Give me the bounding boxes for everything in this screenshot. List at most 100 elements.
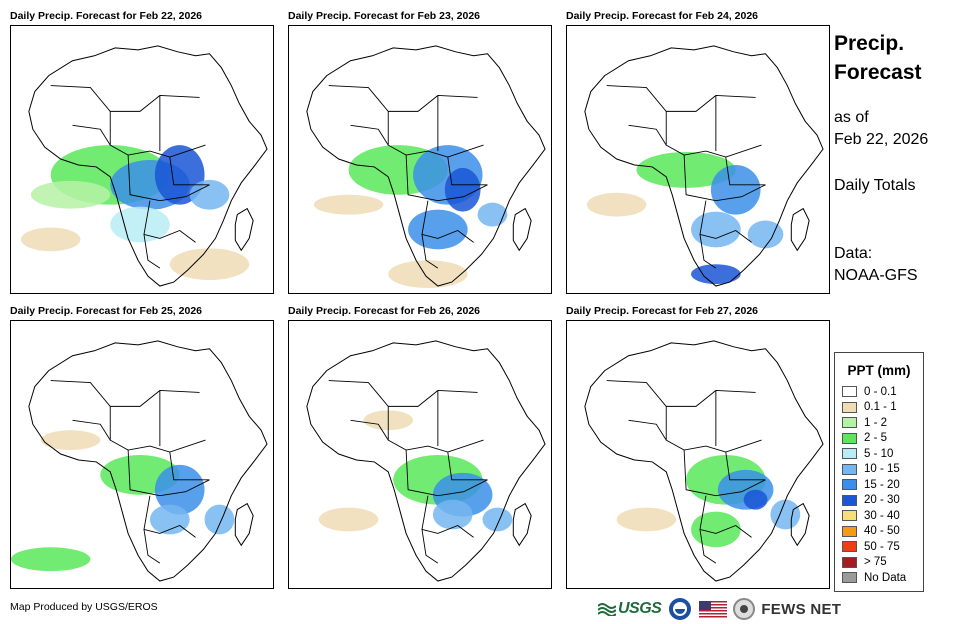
country-border bbox=[725, 451, 766, 481]
legend-label: 0.1 - 1 bbox=[864, 401, 897, 414]
precip-area bbox=[30, 180, 111, 209]
legend-item: 30 - 40 bbox=[835, 508, 923, 524]
precip-area bbox=[388, 260, 468, 289]
country-border bbox=[665, 111, 762, 158]
precip-area bbox=[189, 179, 230, 210]
state-dept-seal-icon bbox=[733, 598, 756, 620]
precip-area bbox=[149, 504, 190, 535]
precip-area bbox=[482, 507, 513, 532]
country-border bbox=[447, 451, 488, 481]
precip-area bbox=[477, 202, 508, 227]
country-border bbox=[169, 156, 210, 186]
as-of-label: as of Feb 22, 2026 bbox=[834, 107, 928, 151]
country-border bbox=[699, 234, 717, 269]
usgs-logo: USGS bbox=[598, 600, 662, 618]
country-border bbox=[143, 234, 161, 269]
country-border bbox=[72, 124, 111, 146]
legend: PPT (mm) 0 - 0.1 0.1 - 1 1 - 2 2 - 5 5 - 10 1… bbox=[834, 352, 924, 592]
africa-coastline bbox=[584, 340, 824, 582]
precip-area bbox=[204, 504, 235, 535]
legend-item: 2 - 5 bbox=[835, 431, 923, 447]
legend-item: > 75 bbox=[835, 555, 923, 571]
country-border bbox=[606, 85, 756, 112]
precip-area bbox=[770, 499, 801, 530]
country-border bbox=[405, 155, 488, 202]
precip-area bbox=[691, 511, 741, 548]
side-title-line1: Precip. bbox=[834, 32, 905, 55]
country-border bbox=[683, 450, 766, 497]
madagascar-outline bbox=[790, 502, 810, 547]
legend-label: 20 - 30 bbox=[864, 494, 900, 507]
country-border bbox=[109, 406, 206, 453]
country-border bbox=[109, 111, 206, 158]
africa-coastline bbox=[306, 340, 546, 582]
precip-area bbox=[20, 227, 81, 252]
legend-item: No Data bbox=[835, 570, 923, 586]
precip-area bbox=[432, 499, 473, 530]
legend-swatch bbox=[842, 479, 857, 491]
precip-area bbox=[444, 167, 481, 212]
precip-area bbox=[313, 194, 384, 215]
precip-area bbox=[616, 507, 677, 532]
legend-item: 10 - 15 bbox=[835, 462, 923, 478]
legend-swatch bbox=[842, 448, 857, 460]
country-border bbox=[169, 451, 210, 481]
usgs-text: USGS bbox=[618, 600, 662, 617]
side-title: Precip. Forecast bbox=[834, 29, 922, 87]
precip-area bbox=[169, 248, 250, 281]
country-border bbox=[725, 156, 766, 186]
precip-area bbox=[408, 209, 468, 250]
madagascar-outline bbox=[234, 502, 254, 547]
country-border bbox=[72, 419, 111, 441]
usgs-wave-icon bbox=[598, 603, 616, 616]
legend-label: > 75 bbox=[864, 556, 887, 569]
legend-title: PPT (mm) bbox=[847, 363, 911, 378]
precip-area bbox=[747, 220, 784, 249]
panel-title-3: Daily Precip. Forecast for Feb 24, 2026 bbox=[566, 10, 759, 22]
country-border bbox=[699, 529, 717, 564]
country-border bbox=[143, 529, 161, 564]
legend-swatch bbox=[842, 463, 857, 475]
logo-strip: USGS FEWS NET bbox=[598, 597, 841, 621]
country-border bbox=[405, 450, 488, 497]
country-border bbox=[421, 529, 439, 564]
precip-area bbox=[636, 152, 736, 188]
panel-title-2: Daily Precip. Forecast for Feb 23, 2026 bbox=[288, 10, 481, 22]
country-border bbox=[683, 155, 766, 202]
legend-swatch bbox=[842, 556, 857, 568]
country-border bbox=[699, 495, 752, 538]
country-border bbox=[127, 450, 210, 497]
legend-item: 0 - 0.1 bbox=[835, 384, 923, 400]
precip-area bbox=[586, 192, 647, 217]
precip-area bbox=[110, 206, 170, 243]
country-border bbox=[421, 234, 439, 269]
africa-coastline bbox=[28, 45, 268, 287]
precip-area bbox=[710, 164, 761, 215]
legend-label: 50 - 75 bbox=[864, 540, 900, 553]
precip-area bbox=[743, 489, 768, 510]
legend-rows: 0 - 0.1 0.1 - 1 1 - 2 2 - 5 5 - 10 10 - 15 15 … bbox=[835, 384, 923, 586]
legend-label: 0 - 0.1 bbox=[864, 385, 897, 398]
precip-area bbox=[691, 264, 741, 285]
side-title-line2: Forecast bbox=[834, 61, 922, 84]
madagascar-outline bbox=[234, 207, 254, 252]
legend-swatch bbox=[842, 510, 857, 522]
data-source-line2: NOAA-GFS bbox=[834, 267, 918, 284]
daily-totals-label: Daily Totals bbox=[834, 177, 916, 194]
map-credit: Map Produced by USGS/EROS bbox=[10, 601, 158, 613]
precip-area bbox=[691, 211, 741, 248]
country-border bbox=[143, 495, 196, 538]
country-border bbox=[699, 200, 752, 243]
country-border bbox=[387, 406, 484, 453]
madagascar-outline bbox=[512, 502, 532, 547]
forecast-map-1 bbox=[10, 25, 274, 294]
forecast-map-5 bbox=[288, 320, 552, 589]
legend-label: 15 - 20 bbox=[864, 478, 900, 491]
legend-item: 50 - 75 bbox=[835, 539, 923, 555]
legend-label: 1 - 2 bbox=[864, 416, 888, 429]
country-border bbox=[350, 419, 389, 441]
forecast-map-6 bbox=[566, 320, 830, 589]
legend-item: 15 - 20 bbox=[835, 477, 923, 493]
legend-item: 1 - 2 bbox=[835, 415, 923, 431]
forecast-map-3 bbox=[566, 25, 830, 294]
